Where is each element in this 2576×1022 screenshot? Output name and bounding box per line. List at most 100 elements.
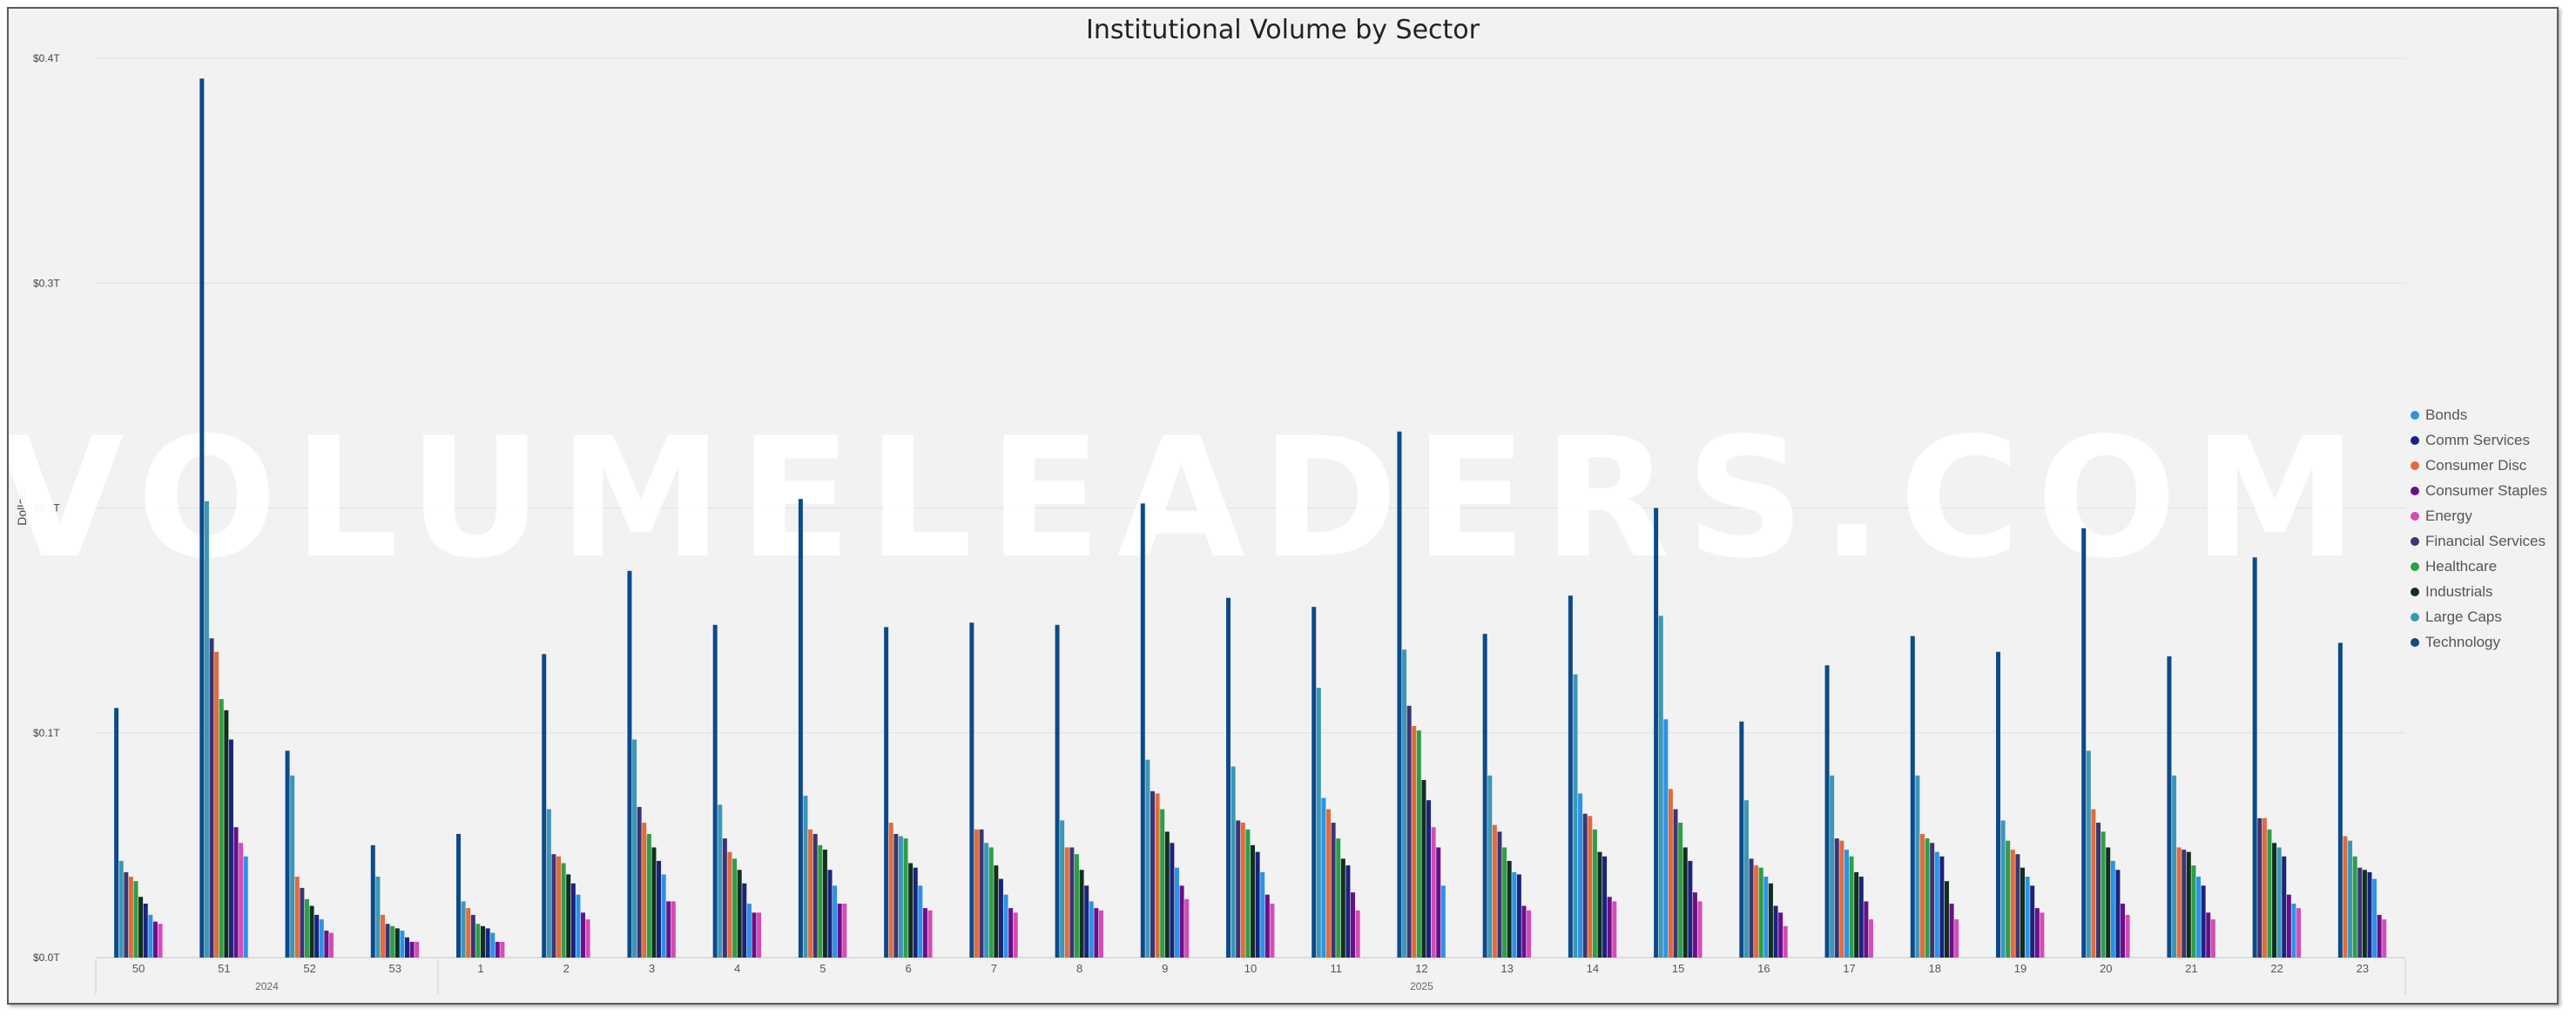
bar[interactable]	[551, 854, 556, 958]
bar[interactable]	[1778, 912, 1784, 958]
bar[interactable]	[1160, 809, 1165, 958]
bar[interactable]	[718, 804, 723, 958]
bar[interactable]	[1830, 775, 1835, 958]
bar[interactable]	[1406, 705, 1412, 958]
bar[interactable]	[1416, 730, 1421, 958]
legend-item[interactable]: Industrials	[2411, 579, 2547, 604]
bar[interactable]	[722, 838, 727, 958]
bar[interactable]	[1174, 867, 1179, 958]
bar[interactable]	[2081, 528, 2087, 958]
bar[interactable]	[1440, 885, 1446, 958]
bar[interactable]	[974, 829, 979, 958]
bar[interactable]	[1436, 847, 1441, 958]
bar[interactable]	[485, 928, 490, 958]
bar[interactable]	[1682, 847, 1688, 958]
bar[interactable]	[1245, 829, 1251, 958]
bar[interactable]	[1739, 721, 1744, 958]
bar[interactable]	[2262, 817, 2267, 958]
bar[interactable]	[1582, 813, 1588, 958]
bar[interactable]	[1578, 793, 1583, 958]
bar[interactable]	[822, 850, 827, 958]
legend-item[interactable]: Comm Services	[2411, 427, 2547, 453]
bar[interactable]	[842, 904, 847, 958]
bar[interactable]	[324, 931, 329, 958]
bar[interactable]	[1749, 858, 1754, 958]
bar[interactable]	[2101, 831, 2106, 958]
bar[interactable]	[833, 885, 838, 958]
bar[interactable]	[969, 622, 974, 958]
bar[interactable]	[1164, 831, 1170, 958]
bar[interactable]	[233, 827, 239, 958]
bar[interactable]	[1236, 820, 1241, 958]
bar[interactable]	[2206, 912, 2211, 958]
bar[interactable]	[1844, 850, 1849, 958]
bar[interactable]	[375, 877, 381, 958]
bar[interactable]	[2377, 914, 2382, 958]
bar[interactable]	[1858, 877, 1864, 958]
bar[interactable]	[1426, 800, 1432, 958]
bar[interactable]	[1055, 624, 1060, 958]
bar[interactable]	[2252, 557, 2257, 958]
bar[interactable]	[1336, 838, 1341, 958]
bar[interactable]	[1597, 851, 1602, 958]
bar[interactable]	[228, 739, 233, 958]
bar[interactable]	[627, 570, 632, 958]
bar[interactable]	[1074, 854, 1079, 958]
bar[interactable]	[128, 877, 133, 958]
bar[interactable]	[2191, 865, 2196, 958]
bar[interactable]	[2125, 914, 2130, 958]
bar[interactable]	[404, 937, 409, 958]
bar[interactable]	[2186, 851, 2191, 958]
bar[interactable]	[632, 739, 637, 958]
bar[interactable]	[1919, 833, 1925, 958]
bar[interactable]	[1507, 860, 1512, 958]
bar[interactable]	[1094, 908, 1099, 958]
bar[interactable]	[1668, 789, 1673, 958]
bar[interactable]	[2091, 809, 2096, 958]
bar[interactable]	[1013, 912, 1018, 958]
bar[interactable]	[1910, 635, 1915, 958]
bar[interactable]	[415, 941, 420, 958]
bar[interactable]	[2372, 878, 2377, 958]
bar[interactable]	[742, 883, 747, 958]
bar[interactable]	[1321, 797, 1326, 958]
bar[interactable]	[818, 844, 823, 958]
bar[interactable]	[1255, 851, 1260, 958]
legend-item[interactable]: Financial Services	[2411, 528, 2547, 554]
bar[interactable]	[319, 919, 324, 958]
bar[interactable]	[500, 941, 505, 958]
bar[interactable]	[1064, 847, 1069, 958]
bar[interactable]	[124, 871, 129, 958]
bar[interactable]	[1487, 775, 1493, 958]
bar[interactable]	[827, 870, 833, 958]
bar[interactable]	[732, 858, 738, 958]
bar[interactable]	[998, 878, 1003, 958]
bar[interactable]	[727, 851, 732, 958]
bar[interactable]	[757, 912, 762, 958]
bar[interactable]	[1930, 843, 1935, 958]
bar[interactable]	[239, 843, 244, 958]
bar[interactable]	[1089, 901, 1094, 958]
bar[interactable]	[1331, 823, 1336, 958]
bar[interactable]	[380, 914, 385, 958]
bar[interactable]	[888, 823, 894, 958]
bar[interactable]	[1697, 901, 1703, 958]
bar[interactable]	[2286, 894, 2291, 958]
bar[interactable]	[1949, 904, 1954, 958]
bar[interactable]	[1939, 856, 1945, 958]
bar[interactable]	[1421, 779, 1426, 958]
bar[interactable]	[1355, 910, 1360, 958]
bar[interactable]	[1240, 823, 1245, 958]
legend-item[interactable]: Consumer Staples	[2411, 478, 2547, 503]
bar[interactable]	[1612, 901, 1617, 958]
bar[interactable]	[219, 699, 224, 958]
bar[interactable]	[1079, 870, 1084, 958]
bar[interactable]	[1773, 905, 1778, 958]
bar[interactable]	[1516, 874, 1521, 958]
bar[interactable]	[1270, 904, 1275, 958]
bar[interactable]	[118, 860, 124, 958]
bar[interactable]	[199, 78, 205, 958]
bar[interactable]	[2276, 847, 2282, 958]
legend-item[interactable]: Energy	[2411, 503, 2547, 528]
bar[interactable]	[666, 901, 671, 958]
